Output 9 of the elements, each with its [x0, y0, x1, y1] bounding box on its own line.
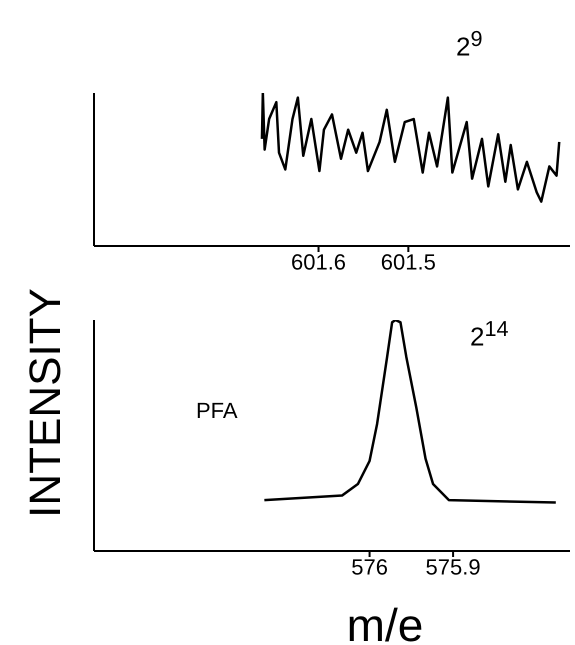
x-tick-label: 575.9 — [426, 554, 481, 580]
y-axis-title: INTENSITY — [21, 288, 71, 518]
annotation: PFA — [196, 398, 238, 424]
x-tick-label: 601.5 — [380, 250, 436, 275]
x-axis-title: m/e — [346, 598, 424, 645]
x-tick-label: 576 — [351, 554, 388, 580]
x-tick-label: 601.6 — [290, 250, 346, 275]
text: 2$^{9}$ — [456, 26, 483, 63]
annotation: 2$^{14}$ — [470, 316, 509, 353]
